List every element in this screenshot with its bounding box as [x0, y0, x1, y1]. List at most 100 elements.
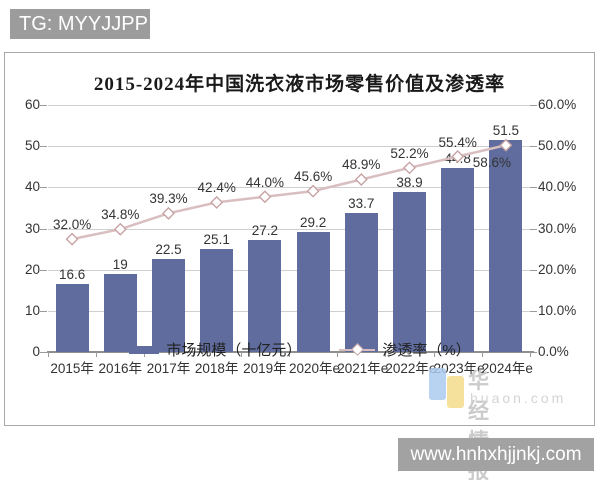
- right-axis-tick-label: 20.0%: [538, 261, 577, 277]
- left-axis-tick-label: 0: [32, 344, 40, 359]
- x-axis-category-label: 2020年e: [289, 361, 341, 376]
- bar-value-label: 33.7: [348, 196, 375, 212]
- plot-area: 0 0.0% 10 10.0% 20 20.0% 30 30.0% 40 40.0% 50 50.0%…: [25, 97, 576, 376]
- x-axis-tick: [385, 352, 387, 357]
- diamond-marker-icon: [354, 172, 368, 186]
- line-value-label: 42.4%: [197, 180, 236, 196]
- x-axis-category-label: 2023年e: [433, 361, 485, 376]
- right-axis-tick-label: 60.0%: [538, 97, 577, 112]
- line-value-label: 34.8%: [101, 207, 140, 223]
- left-axis-tick-label: 20: [24, 261, 40, 277]
- bar-value-label: 16.6: [58, 266, 86, 282]
- x-axis-category-label: 2024年e: [481, 361, 533, 376]
- line-value-label: 52.2%: [390, 145, 429, 161]
- diamond-marker-icon: [403, 161, 416, 175]
- diamond-marker-icon: [162, 206, 175, 220]
- x-axis-tick: [481, 352, 483, 357]
- right-axis-tick: [530, 187, 537, 189]
- left-axis-tick: [40, 352, 47, 353]
- right-axis-tick-label: 50.0%: [538, 138, 577, 154]
- bar: [489, 139, 523, 352]
- chart-legend: 市场规模（十亿元） 渗透率（%）: [0, 339, 600, 360]
- x-axis-tick: [337, 352, 339, 357]
- right-axis-tick: [530, 146, 537, 148]
- left-axis-tick-label: 60: [24, 97, 40, 112]
- left-axis-tick-label: 50: [24, 138, 40, 154]
- bar-series-swatch: [129, 345, 160, 354]
- line-value-label: 58.6%: [472, 155, 512, 171]
- x-axis-tick: [289, 352, 290, 357]
- legend-label: 市场规模（十亿元）: [166, 342, 302, 359]
- x-axis-line: [47, 351, 534, 353]
- x-axis-category-label: 2021年e: [337, 361, 389, 376]
- bar: [103, 273, 137, 352]
- x-axis-tick: [144, 352, 146, 357]
- line-value-label: 45.6%: [293, 169, 333, 185]
- legend-label: 渗透率（%）: [382, 342, 471, 359]
- line-series-swatch: [339, 342, 376, 356]
- left-axis-tick-label: 40: [24, 179, 40, 195]
- right-axis-tick-label: 0.0%: [538, 344, 569, 359]
- right-axis-tick-label: 10.0%: [538, 302, 577, 318]
- bar: [296, 231, 330, 352]
- x-axis-tick: [48, 352, 49, 357]
- bar: [441, 167, 475, 352]
- gridline: [48, 187, 530, 189]
- site-url-badge: www.hnhxhjjnkj.com: [398, 438, 594, 471]
- x-axis-tick: [433, 352, 435, 357]
- x-axis-category-label: 2017年: [146, 361, 191, 376]
- bar-value-label: 25.1: [203, 231, 230, 247]
- left-axis-tick: [40, 105, 47, 106]
- left-axis-tick: [40, 228, 47, 230]
- legend-item-market-size: 市场规模（十亿元）: [129, 339, 301, 360]
- x-axis-category-label: 2022年e: [385, 361, 437, 376]
- bar: [344, 213, 378, 352]
- right-axis-tick: [530, 105, 537, 106]
- right-axis-tick: [530, 269, 537, 271]
- left-axis-tick: [40, 310, 47, 312]
- bar: [152, 259, 185, 352]
- bar: [55, 283, 89, 352]
- left-axis-tick-label: 10: [24, 302, 40, 318]
- right-axis-tick: [530, 228, 537, 230]
- diamond-marker-icon: [499, 138, 513, 152]
- bar-value-label: 51.5: [492, 122, 520, 138]
- diamond-marker-icon: [306, 184, 320, 198]
- right-axis-tick-label: 30.0%: [538, 220, 577, 236]
- bar-value-label: 27.2: [251, 223, 279, 239]
- penetration-line: [65, 138, 513, 246]
- diamond-marker-icon: [258, 190, 272, 204]
- diamond-marker-icon: [113, 222, 127, 236]
- legend-item-penetration: 渗透率（%）: [339, 339, 471, 360]
- chart-title: 2015-2024年中国洗衣液市场零售价值及渗透率: [93, 74, 506, 95]
- gridline: [48, 228, 530, 230]
- x-axis-category-label: 2018年: [194, 361, 239, 376]
- bar-value-label: 29.2: [299, 214, 327, 230]
- bar: [393, 191, 426, 352]
- line-value-label: 39.3%: [149, 191, 188, 207]
- diamond-marker-icon: [451, 150, 465, 164]
- line-value-label: 44.0%: [245, 174, 285, 190]
- gridline: [48, 269, 530, 271]
- bar-value-label: 19: [112, 256, 128, 272]
- gridline: [48, 310, 530, 312]
- left-axis-tick: [40, 146, 47, 148]
- gridline: [48, 105, 530, 106]
- left-axis-tick-label: 30: [24, 220, 40, 236]
- diamond-marker-icon: [351, 342, 365, 356]
- tg-badge: TG: MYYJJPP: [10, 9, 150, 39]
- diamond-marker-icon: [210, 195, 224, 209]
- gridline: [48, 146, 530, 148]
- bar-value-label: 38.9: [396, 174, 423, 190]
- x-axis-tick: [530, 352, 531, 357]
- diamond-marker-icon: [65, 232, 79, 246]
- left-axis-tick: [40, 187, 47, 189]
- left-axis-tick: [40, 269, 47, 271]
- line-value-label: 48.9%: [342, 157, 381, 173]
- line-value-label: 55.4%: [438, 134, 477, 150]
- bar-value-label: 22.5: [155, 242, 182, 258]
- right-axis-tick-label: 40.0%: [538, 179, 577, 195]
- line-value-label: 32.0%: [52, 217, 92, 233]
- x-axis-tick: [192, 352, 194, 357]
